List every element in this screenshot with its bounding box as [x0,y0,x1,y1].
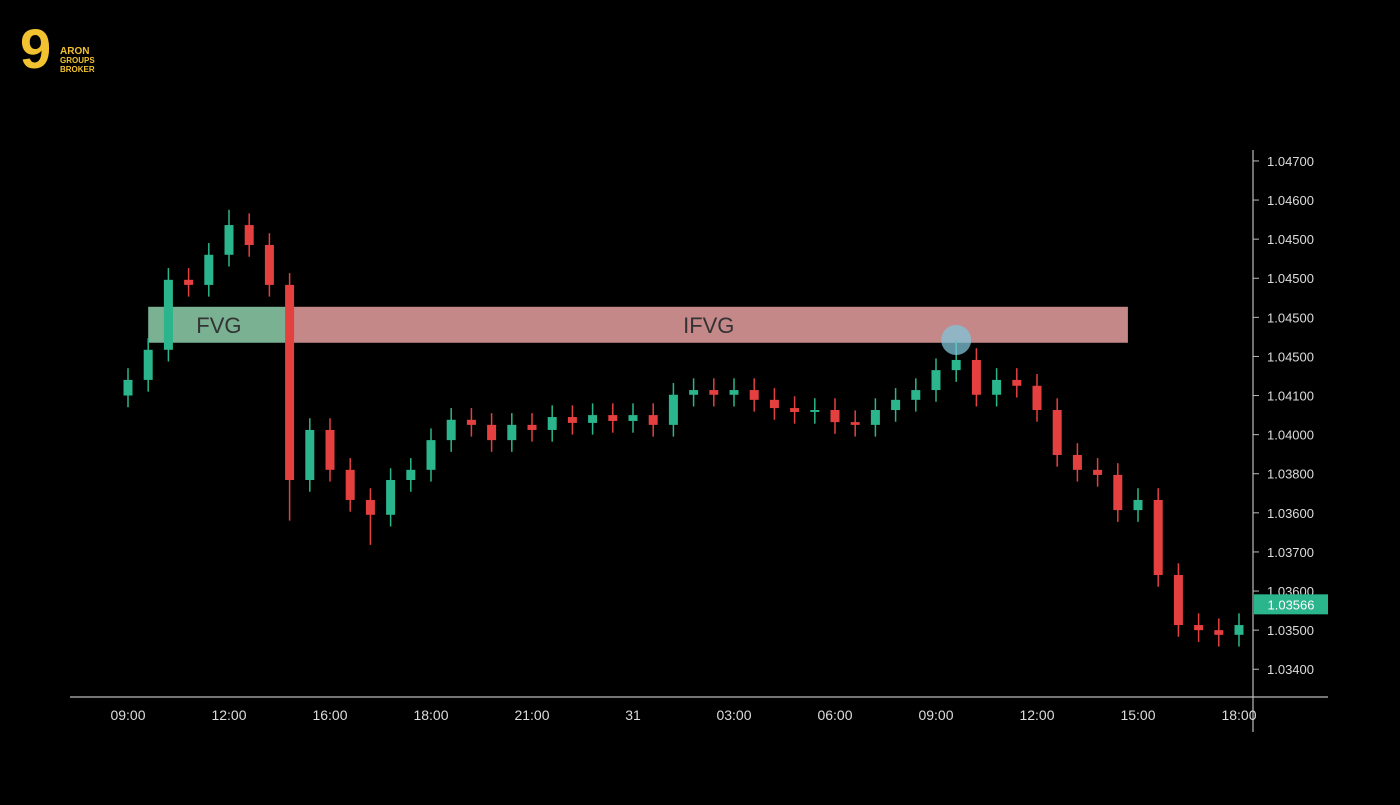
y-tick-label: 1.04500 [1267,232,1314,247]
x-tick-label: 31 [625,707,641,723]
candle-body [264,245,274,285]
candle-body [1173,575,1183,626]
candle-body [971,359,981,395]
logo-text: BROKER [60,65,95,74]
touch-marker [941,325,972,356]
candle-body [446,419,456,441]
y-tick-label: 1.04600 [1267,193,1314,208]
y-tick-label: 1.04000 [1267,428,1314,443]
last-price-tag [1254,594,1328,615]
candle-body [668,394,678,425]
logo-text: GROUPS [60,56,95,65]
candle-body [769,399,779,409]
x-tick-label: 16:00 [312,707,347,723]
x-tick-label: 09:00 [110,707,145,723]
x-tick-label: 18:00 [1221,707,1256,723]
candle-body [648,415,658,425]
candle-body [143,349,153,380]
candle-body [628,415,638,421]
x-tick-label: 18:00 [413,707,448,723]
y-tick-label: 1.04100 [1267,389,1314,404]
candle-body [992,379,1002,395]
candle-body [163,279,173,350]
candle-body [386,479,396,515]
y-tick-label: 1.04500 [1267,349,1314,364]
candle-body [709,390,719,395]
candle-body [810,410,820,412]
candle-body [1012,379,1022,386]
zone-label: FVG [196,313,241,338]
zone [289,306,1128,343]
candle-body [567,417,577,423]
candle-body [123,379,133,396]
candle-body [365,499,375,515]
candle-body [466,419,476,425]
candle-body [951,359,961,371]
candle-body [891,399,901,411]
x-tick-label: 12:00 [211,707,246,723]
x-tick-label: 12:00 [1019,707,1054,723]
candle-body [1234,625,1244,635]
logo-text: ARON [60,46,89,57]
candle-body [830,410,840,423]
x-tick-label: 03:00 [716,707,751,723]
candle-body [325,429,335,470]
candle-body [749,390,759,400]
candle-body [1032,385,1042,411]
y-tick-label: 1.03400 [1267,662,1314,677]
candle-body [1194,625,1204,631]
logo-mark: 9 [20,17,51,80]
candle-body [790,408,800,412]
candle-body [608,415,618,421]
candle-body [547,417,557,430]
candle-body [487,424,497,441]
y-tick-label: 1.03500 [1267,623,1314,638]
candle-body [406,469,416,480]
x-tick-label: 06:00 [817,707,852,723]
candle-body [729,390,739,395]
candle-body [1093,469,1103,475]
candle-body [527,424,537,430]
candle-body [1133,499,1143,511]
candle-body [184,279,194,285]
candle-body [244,225,254,246]
candle-body [1153,499,1163,576]
candle-body [1052,410,1062,455]
candle-body [1072,454,1082,470]
y-tick-label: 1.04500 [1267,310,1314,325]
candle-body [285,284,295,480]
logo: 9 ARON GROUPS BROKER [20,17,95,80]
candle-body [911,390,921,400]
candle-body [1113,474,1123,511]
candle-body [689,390,699,395]
candle-body [931,370,941,391]
y-tick-label: 1.04500 [1267,271,1314,286]
candle-body [870,410,880,425]
candle-body [224,225,234,255]
y-tick-label: 1.04700 [1267,154,1314,169]
x-tick-label: 21:00 [514,707,549,723]
candle-body [507,424,517,441]
candle-body [1214,630,1224,635]
x-tick-label: 15:00 [1120,707,1155,723]
last-price-label: 1.03566 [1268,597,1315,612]
candle-body [850,422,860,425]
x-tick-label: 09:00 [918,707,953,723]
y-tick-label: 1.03800 [1267,467,1314,482]
candle-body [305,429,315,480]
zone-label: IFVG [683,313,734,338]
candle-body [588,415,598,423]
candle-body [345,469,355,500]
candle-body [426,440,436,470]
candle-body [204,254,214,285]
y-tick-label: 1.03600 [1267,506,1314,521]
y-tick-label: 1.03700 [1267,545,1314,560]
